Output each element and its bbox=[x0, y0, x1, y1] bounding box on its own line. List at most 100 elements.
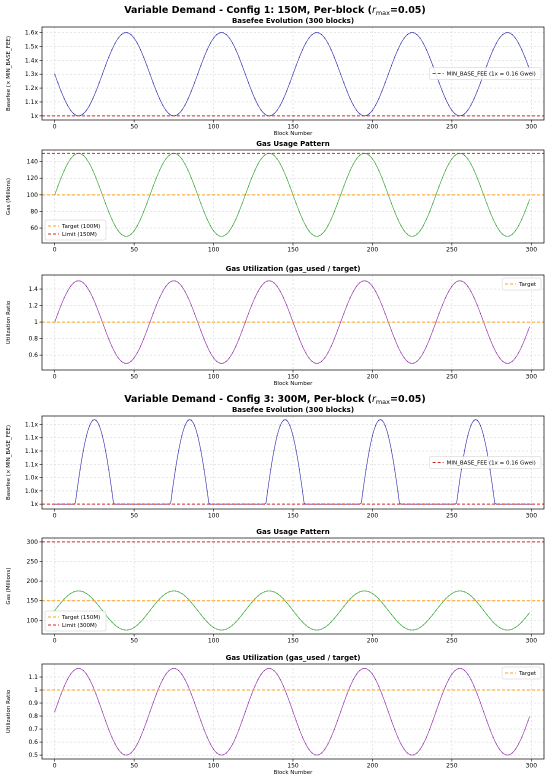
data-point bbox=[349, 685, 351, 687]
data-point bbox=[451, 673, 453, 675]
data-point bbox=[314, 629, 316, 631]
data-point bbox=[492, 621, 494, 623]
data-point bbox=[486, 64, 488, 67]
x-tick-label: 150 bbox=[287, 513, 299, 520]
data-point bbox=[174, 153, 176, 155]
data-point bbox=[162, 679, 164, 681]
data-point bbox=[222, 629, 224, 631]
data-point bbox=[244, 321, 246, 323]
data-point bbox=[416, 360, 418, 362]
data-point bbox=[216, 233, 218, 235]
y-tick-label: 60 bbox=[30, 225, 38, 232]
data-point bbox=[162, 595, 164, 597]
data-point bbox=[486, 330, 488, 332]
data-point bbox=[76, 280, 78, 282]
data-point bbox=[333, 211, 335, 213]
data-point bbox=[117, 748, 119, 750]
data-point bbox=[410, 503, 412, 505]
data-point bbox=[314, 235, 316, 237]
data-point bbox=[511, 34, 513, 36]
data-point bbox=[343, 312, 345, 315]
y-tick-label: 80 bbox=[30, 208, 38, 215]
data-point bbox=[371, 158, 373, 160]
x-tick-label: 300 bbox=[526, 638, 538, 645]
data-point bbox=[505, 235, 507, 237]
data-point bbox=[416, 34, 418, 36]
data-point bbox=[63, 297, 65, 299]
data-point bbox=[98, 185, 100, 187]
data-point bbox=[489, 617, 491, 620]
data-point bbox=[162, 163, 164, 165]
data-point bbox=[193, 605, 196, 607]
y-tick-label: 0.8 bbox=[28, 713, 38, 720]
y-tick-label: 200 bbox=[27, 578, 39, 585]
data-point bbox=[95, 601, 97, 604]
data-point bbox=[89, 290, 91, 292]
data-point bbox=[101, 711, 103, 713]
data-point bbox=[416, 628, 418, 630]
data-point bbox=[502, 628, 504, 630]
data-point bbox=[85, 435, 88, 437]
data-point bbox=[473, 419, 475, 421]
data-point bbox=[190, 693, 192, 695]
data-point bbox=[57, 312, 59, 315]
data-point bbox=[225, 628, 227, 630]
data-point bbox=[276, 592, 278, 595]
y-tick-label: 1.3x bbox=[25, 71, 39, 78]
data-point bbox=[384, 185, 386, 187]
data-point bbox=[190, 90, 192, 92]
data-point bbox=[228, 230, 231, 232]
data-point bbox=[184, 290, 186, 292]
data-point bbox=[444, 98, 447, 100]
data-point bbox=[178, 670, 180, 672]
y-axis-label: Basefee (× MIN_BASE_FEE) bbox=[6, 425, 12, 500]
data-point bbox=[89, 595, 91, 597]
data-point bbox=[247, 605, 250, 607]
data-point bbox=[362, 668, 364, 670]
data-point bbox=[521, 218, 523, 220]
data-point bbox=[460, 590, 462, 592]
data-point bbox=[527, 330, 529, 332]
data-point bbox=[476, 90, 478, 92]
data-point bbox=[441, 90, 443, 92]
data-point bbox=[394, 617, 396, 620]
data-point bbox=[228, 626, 231, 629]
data-point bbox=[454, 154, 456, 156]
data-point bbox=[241, 614, 243, 616]
data-point bbox=[133, 37, 135, 39]
data-point bbox=[492, 49, 494, 51]
legend-box bbox=[429, 456, 542, 469]
data-point bbox=[390, 202, 393, 205]
data-point bbox=[254, 169, 256, 171]
data-point bbox=[267, 490, 269, 492]
data-point bbox=[219, 32, 221, 34]
data-point bbox=[95, 304, 97, 306]
data-point bbox=[346, 177, 348, 179]
x-tick-label: 200 bbox=[367, 513, 379, 520]
figure-title-1: Variable Demand - Config 1: 150M, Per-bl… bbox=[124, 5, 426, 17]
data-point bbox=[441, 693, 443, 695]
data-point bbox=[73, 591, 75, 593]
data-point bbox=[149, 711, 151, 713]
data-point bbox=[146, 64, 148, 67]
data-point bbox=[108, 617, 110, 620]
data-point bbox=[108, 338, 110, 340]
chart-panel-4: 0 50 100 150 200 250 300 1x 1.0x 1.0x 1.1x 1.1x 1.1x… bbox=[6, 406, 545, 520]
data-point bbox=[314, 754, 316, 756]
data-point bbox=[387, 711, 389, 713]
data-point bbox=[400, 624, 402, 626]
data-point bbox=[216, 628, 218, 630]
y-tick-label: 1.1x bbox=[25, 435, 39, 442]
data-point bbox=[400, 42, 402, 44]
data-point bbox=[511, 752, 513, 754]
data-point bbox=[444, 685, 447, 687]
data-point bbox=[330, 736, 332, 738]
y-tick-label: 250 bbox=[27, 559, 39, 566]
data-point bbox=[57, 605, 59, 607]
data-point bbox=[457, 590, 459, 592]
data-point bbox=[321, 503, 323, 505]
legend-box bbox=[429, 67, 542, 80]
chart-panel-1: 0 50 100 150 200 250 300 1x 1.1x 1.2x 1.3x 1.4x 1.5x… bbox=[6, 17, 545, 137]
data-point bbox=[298, 617, 300, 620]
data-point bbox=[82, 282, 84, 284]
